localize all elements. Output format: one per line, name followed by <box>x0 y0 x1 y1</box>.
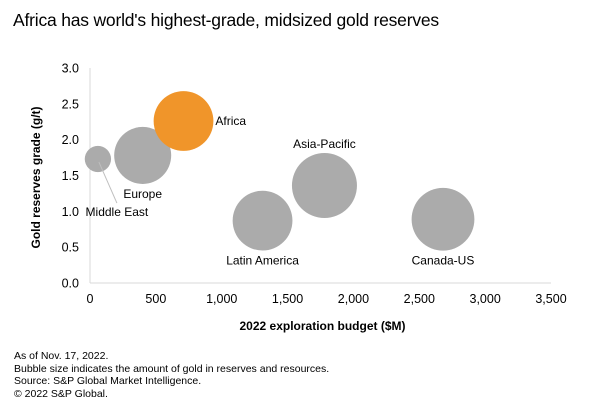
bubble-label-africa: Africa <box>215 114 246 128</box>
bubble-europe <box>114 126 172 184</box>
y-tick-label: 1.5 <box>62 169 79 183</box>
x-tick-label: 2,500 <box>404 292 435 306</box>
x-axis-title: 2022 exploration budget ($M) <box>239 319 405 333</box>
x-tick-label: 1,500 <box>272 292 303 306</box>
footnote-date: As of Nov. 17, 2022. <box>14 350 109 362</box>
y-tick-label: 2.5 <box>62 97 79 111</box>
x-tick-label: 500 <box>145 292 166 306</box>
bubble-label-canada-us: Canada-US <box>412 254 475 268</box>
bubble-label-europe: Europe <box>123 187 162 201</box>
y-tick-label: 3.0 <box>62 62 79 76</box>
chart-title: Africa has world's highest-grade, midsiz… <box>13 10 439 30</box>
bubble-labels: Middle East Europe Africa Latin America Asia… <box>86 114 475 268</box>
y-tick-label: 1.0 <box>62 205 79 219</box>
y-tick-label: 2.0 <box>62 133 79 147</box>
footnote-bubble-size: Bubble size indicates the amount of gold… <box>14 362 330 375</box>
bubble-chart: 0.0 0.5 1.0 1.5 2.0 2.5 3.0 0 500 1,000 1,500 2,000… <box>29 62 567 334</box>
axes: 0.0 0.5 1.0 1.5 2.0 2.5 3.0 0 500 1,000 1,500 2,000… <box>62 62 567 307</box>
bubble-latin-america <box>232 190 293 251</box>
x-tick-label: 2,000 <box>338 292 369 306</box>
leader-line <box>98 161 118 204</box>
x-tick-label: 3,500 <box>535 292 566 306</box>
bubble-middle-east <box>84 145 112 173</box>
bubble-label-middle-east: Middle East <box>86 205 149 219</box>
bubbles <box>84 91 475 251</box>
bubble-canada-us <box>411 187 475 251</box>
bubble-label-latin-america: Latin America <box>226 254 299 268</box>
x-tick-label: 3,000 <box>470 292 501 306</box>
footnote-copyright: © 2022 S&P Global. <box>14 388 108 401</box>
footnotes: As of Nov. 17, 2022. Bubble size indicat… <box>14 350 329 401</box>
bubble-africa <box>153 91 214 151</box>
bubble-asia-pacific <box>291 153 357 219</box>
x-tick-label: 0 <box>87 292 94 306</box>
y-axis-title: Gold reserves grade (g/t) <box>29 106 43 248</box>
bubble-label-asia-pacific: Asia-Pacific <box>293 137 356 151</box>
x-tick-label: 1,000 <box>206 292 237 306</box>
y-tick-label: 0.0 <box>62 277 79 291</box>
y-tick-label: 0.5 <box>62 241 79 255</box>
footnote-source: Source: S&P Global Market Intelligence. <box>14 375 202 388</box>
